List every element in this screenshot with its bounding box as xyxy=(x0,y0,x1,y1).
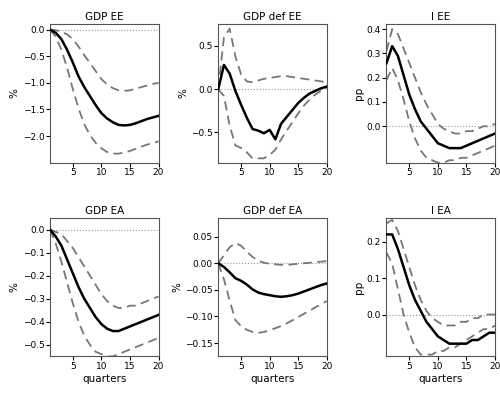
Title: GDP def EE: GDP def EE xyxy=(243,12,302,22)
Y-axis label: pp: pp xyxy=(354,281,364,294)
X-axis label: quarters: quarters xyxy=(418,374,463,384)
Y-axis label: %: % xyxy=(10,89,20,98)
Y-axis label: %: % xyxy=(178,89,188,98)
Y-axis label: pp: pp xyxy=(354,87,364,100)
Y-axis label: %: % xyxy=(10,282,20,292)
X-axis label: quarters: quarters xyxy=(250,374,294,384)
Title: I EE: I EE xyxy=(431,12,450,22)
X-axis label: quarters: quarters xyxy=(82,374,126,384)
Title: GDP EA: GDP EA xyxy=(84,206,124,216)
Title: I EA: I EA xyxy=(431,206,450,216)
Y-axis label: %: % xyxy=(172,282,182,292)
Title: GDP def EA: GDP def EA xyxy=(243,206,302,216)
Title: GDP EE: GDP EE xyxy=(85,12,124,22)
